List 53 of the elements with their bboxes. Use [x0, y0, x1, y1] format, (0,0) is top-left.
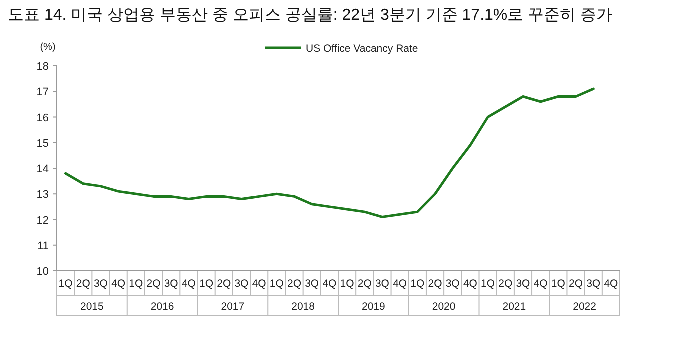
x-tick-label: 4Q	[322, 278, 337, 290]
text: 2015	[80, 301, 104, 313]
x-tick-label: 3Q	[375, 278, 390, 290]
text: 2018	[292, 301, 316, 313]
x-tick-label: 3Q	[586, 278, 601, 290]
x-tick-label: 1Q	[340, 278, 354, 290]
x-tick-label: 2Q	[358, 278, 372, 290]
text: 2022	[573, 301, 597, 313]
x-tick-label: 1Q	[481, 278, 496, 290]
x-tick-label: 3Q	[516, 278, 530, 290]
x-tick-label: 2Q	[428, 278, 442, 290]
x-tick-label: 3Q	[446, 278, 460, 290]
x-tick-label: 1Q	[129, 278, 144, 290]
y-tick-label: 14	[36, 164, 49, 176]
x-tick-label: 2Q	[569, 278, 584, 290]
text: 2020	[432, 301, 456, 313]
text: 2021	[502, 301, 526, 313]
y-axis-title: (%)	[40, 42, 56, 53]
y-tick-label: 11	[38, 240, 49, 252]
y-tick-label: 13	[36, 189, 49, 202]
x-tick-label: 4Q	[604, 278, 618, 290]
x-tick-label: 4Q	[534, 278, 548, 290]
x-tick-label: 4Q	[112, 278, 126, 290]
x-tick-label: 4Q	[252, 278, 266, 290]
x-tick-label: 1Q	[270, 278, 284, 290]
y-tick-label: 15	[36, 138, 49, 150]
text: 2017	[221, 301, 245, 313]
line-series	[64, 88, 595, 218]
x-tick-label: 2Q	[288, 278, 302, 290]
chart-title: 도표 14. 미국 상업용 부동산 중 오피스 공실률: 22년 3분기 기준 17.1%로 꾸준히 증가	[8, 7, 613, 24]
x-tick-label: 3Q	[164, 278, 178, 290]
x-tick-label: 1Q	[551, 278, 566, 290]
y-tick-label: 10	[36, 266, 49, 278]
x-tick-label: 4Q	[182, 278, 196, 290]
x-tick-label: 2Q	[217, 278, 232, 290]
y-tick-label: 16	[36, 112, 49, 124]
legend-label: US Office Vacancy Rate	[306, 43, 418, 55]
x-tick-label: 2Q	[146, 278, 161, 290]
x-tick-label: 2Q	[76, 278, 90, 290]
x-tick-label: 3Q	[94, 278, 108, 290]
x-tick-label: 1Q	[58, 278, 73, 290]
x-tick-label: 2Q	[498, 278, 513, 290]
x-tick-label: 3Q	[305, 278, 320, 290]
x-tick-label: 1Q	[200, 278, 214, 290]
text: 2016	[150, 301, 174, 313]
x-tick-label: 1Q	[410, 278, 425, 290]
x-tick-label: 3Q	[234, 278, 249, 290]
y-tick-label: 12	[36, 214, 49, 227]
y-tick-label: 18	[36, 61, 49, 73]
text: 2019	[362, 301, 386, 313]
x-tick-label: 4Q	[393, 278, 408, 290]
y-tick-label: 17	[36, 86, 49, 99]
x-tick-label: 4Q	[463, 278, 478, 290]
